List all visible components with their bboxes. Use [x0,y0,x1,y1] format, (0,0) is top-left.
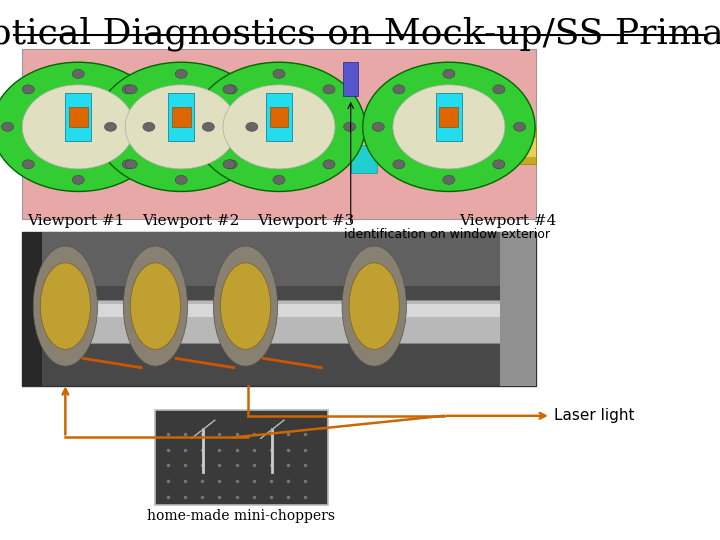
Circle shape [202,123,215,131]
Bar [436,93,462,141]
Circle shape [72,69,84,78]
Circle shape [125,85,237,169]
Bar [155,410,328,505]
Bar [171,107,191,127]
Circle shape [372,123,384,131]
Ellipse shape [123,246,188,366]
Circle shape [175,176,187,184]
Circle shape [225,85,237,94]
Ellipse shape [220,263,271,349]
Circle shape [363,62,535,192]
Polygon shape [191,420,215,438]
Circle shape [513,123,526,131]
Ellipse shape [349,263,400,349]
Circle shape [273,69,285,78]
Bar [248,145,274,173]
Ellipse shape [40,263,91,349]
Ellipse shape [213,246,278,366]
Text: home-made mini-choppers: home-made mini-choppers [147,509,336,523]
Text: Optical Diagnostics on Mock-up/SS Primary: Optical Diagnostics on Mock-up/SS Primar… [0,16,720,51]
Circle shape [246,123,258,131]
Circle shape [323,160,335,169]
Bar [22,232,42,386]
Circle shape [22,85,35,94]
Circle shape [343,123,356,131]
Bar [22,232,536,386]
Circle shape [393,85,405,94]
Circle shape [193,62,365,192]
Circle shape [223,85,235,94]
Ellipse shape [342,246,406,366]
Bar [343,62,358,96]
Bar [29,304,529,317]
Circle shape [443,69,455,78]
Text: identification on window exterior: identification on window exterior [343,228,549,241]
Circle shape [492,85,505,94]
Circle shape [122,85,134,94]
Ellipse shape [130,263,181,349]
Circle shape [104,123,117,131]
Circle shape [223,160,235,169]
Polygon shape [260,420,284,438]
Bar [351,145,377,173]
Ellipse shape [33,246,97,366]
Text: Laser light: Laser light [554,408,635,423]
Bar [145,145,171,173]
Circle shape [175,69,187,78]
Bar [439,107,459,127]
Bar [22,232,536,286]
Text: Viewport #1: Viewport #1 [27,214,125,228]
Circle shape [95,62,267,192]
Circle shape [393,160,405,169]
Circle shape [223,85,335,169]
Bar [66,93,91,141]
Circle shape [273,176,285,184]
Circle shape [1,123,14,131]
Circle shape [492,160,505,169]
Circle shape [323,85,335,94]
Circle shape [22,85,134,169]
Circle shape [225,160,237,169]
Circle shape [143,123,155,131]
Circle shape [122,160,134,169]
Bar [269,107,289,127]
Circle shape [443,176,455,184]
Text: Viewport #2: Viewport #2 [142,214,240,228]
Circle shape [125,160,138,169]
Bar [168,93,194,141]
Circle shape [0,62,164,192]
Bar [29,300,529,343]
Text: Viewport #4: Viewport #4 [459,214,557,228]
Bar [266,93,292,141]
Circle shape [72,176,84,184]
Bar [22,49,536,219]
Text: Viewport #3: Viewport #3 [257,214,355,228]
Circle shape [393,85,505,169]
Circle shape [125,85,138,94]
Bar [454,145,480,173]
Bar [68,107,88,127]
Bar [22,138,536,157]
Bar [22,127,536,164]
Bar [500,232,536,386]
Circle shape [22,160,35,169]
Bar [42,145,68,173]
